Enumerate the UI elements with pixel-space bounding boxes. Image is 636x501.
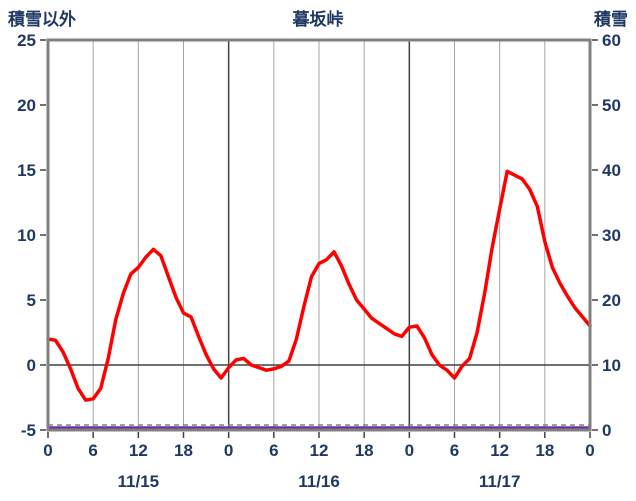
right-axis-tick-label: 10 — [602, 356, 621, 375]
date-label: 11/16 — [298, 472, 340, 491]
left-axis-tick-label: 20 — [17, 96, 36, 115]
hour-tick-label: 0 — [43, 441, 52, 460]
left-axis-tick-label: 15 — [17, 161, 36, 180]
date-label: 11/17 — [479, 472, 521, 491]
right-axis-tick-label: 50 — [602, 96, 621, 115]
temp-series-line — [46, 169, 592, 402]
hour-tick-label: 12 — [310, 441, 329, 460]
hour-tick-label: 18 — [355, 441, 374, 460]
hour-tick-label: 12 — [490, 441, 509, 460]
hour-tick-label: 12 — [129, 441, 148, 460]
left-axis-title: 積雪以外 — [8, 10, 76, 29]
left-axis-tick-label: 25 — [17, 31, 36, 50]
hour-tick-label: 6 — [88, 441, 97, 460]
right-axis-title: 積雪 — [594, 10, 628, 29]
hour-tick-label: 0 — [405, 441, 414, 460]
right-axis-tick-label: 30 — [602, 226, 621, 245]
right-axis-tick-label: 20 — [602, 291, 621, 310]
left-axis-tick-label: 0 — [27, 356, 36, 375]
hour-tick-label: 0 — [224, 441, 233, 460]
right-axis-tick-label: 60 — [602, 31, 621, 50]
left-axis-tick-label: 5 — [27, 291, 36, 310]
hour-tick-label: 0 — [585, 441, 594, 460]
left-axis-tick-label: 10 — [17, 226, 36, 245]
left-axis-tick-label: -5 — [21, 421, 36, 440]
plot-frame — [46, 38, 592, 432]
right-axis-tick-label: 0 — [602, 421, 611, 440]
right-axis-tick-label: 40 — [602, 161, 621, 180]
hour-tick-label: 18 — [535, 441, 554, 460]
date-label: 11/15 — [118, 472, 160, 491]
hour-tick-label: 6 — [269, 441, 278, 460]
hour-tick-label: 6 — [450, 441, 459, 460]
hour-tick-label: 18 — [174, 441, 193, 460]
chart-title: 暮坂峠 — [292, 10, 344, 29]
